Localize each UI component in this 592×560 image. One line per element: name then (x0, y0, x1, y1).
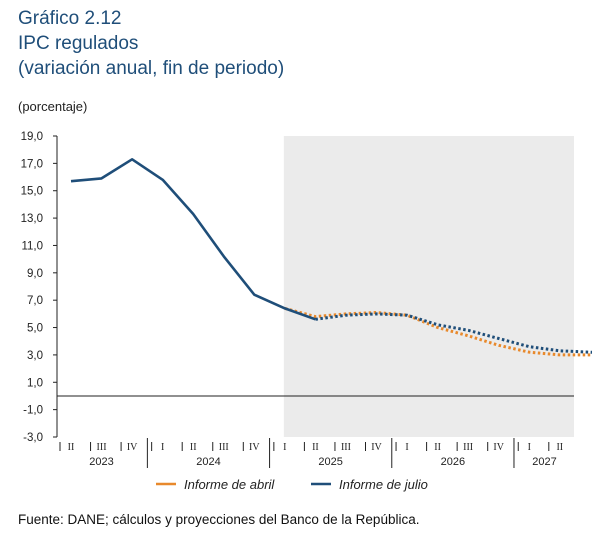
x-quarter-label: IV (127, 442, 138, 453)
x-quarter-label: II (434, 442, 441, 453)
x-year-label: 2026 (441, 456, 465, 468)
chart-title: IPC regulados (18, 33, 139, 54)
x-quarter-label: I (528, 442, 531, 453)
projection-shade (283, 136, 574, 437)
y-tick-label: 9,0 (27, 268, 43, 280)
y-tick-label: 3,0 (27, 350, 43, 362)
x-quarter-label: I (283, 442, 286, 453)
x-quarter-label: II (312, 442, 319, 453)
series-line-abril (284, 306, 591, 357)
source-note: Fuente: DANE; cálculos y proyecciones de… (18, 512, 420, 527)
x-quarter-label: IV (249, 442, 260, 453)
y-tick-label: 19,0 (21, 131, 43, 143)
chart-title-block: Gráfico 2.12 IPC regulados (variación an… (18, 6, 284, 81)
y-tick-label: 15,0 (21, 186, 43, 198)
chart-subtitle: (variación anual, fin de periodo) (18, 58, 285, 79)
chart-label: Gráfico 2.12 (18, 8, 122, 29)
x-quarter-label: III (219, 442, 229, 453)
series-line-julio-observed (70, 158, 316, 321)
x-quarter-label: III (97, 442, 107, 453)
x-quarter-label: I (405, 442, 408, 453)
x-quarter-label: I (161, 442, 164, 453)
x-year-label: 2027 (532, 456, 556, 468)
y-tick-label: -3,0 (23, 432, 43, 444)
x-quarter-label: II (68, 442, 75, 453)
x-quarter-label: III (463, 442, 473, 453)
y-unit-label: (porcentaje) (18, 99, 88, 114)
legend-label-julio: Informe de julio (339, 477, 428, 492)
y-tick-label: 11,0 (21, 240, 43, 252)
y-tick-label: 17,0 (21, 158, 43, 170)
x-quarter-label: IV (493, 442, 504, 453)
y-tick-label: 13,0 (21, 213, 43, 225)
x-year-label: 2025 (318, 456, 342, 468)
legend-label-abril: Informe de abril (184, 477, 275, 492)
x-quarter-label: IV (371, 442, 382, 453)
x-quarter-label: III (341, 442, 351, 453)
y-tick-label: 1,0 (27, 377, 43, 389)
series-line-julio-projected (315, 312, 592, 354)
line-chart: 19,0 17,0 15,0 13,0 11,0 9,0 7,0 5,0 3,0 1,0 -1,0 -… (21, 131, 592, 492)
x-year-label: 2024 (196, 456, 220, 468)
x-year-label: 2023 (89, 456, 113, 468)
x-quarter-label: II (556, 442, 563, 453)
y-tick-label: -1,0 (23, 405, 43, 417)
y-tick-label: 7,0 (27, 295, 43, 307)
y-tick-label: 5,0 (27, 323, 43, 335)
x-quarter-label: II (190, 442, 197, 453)
